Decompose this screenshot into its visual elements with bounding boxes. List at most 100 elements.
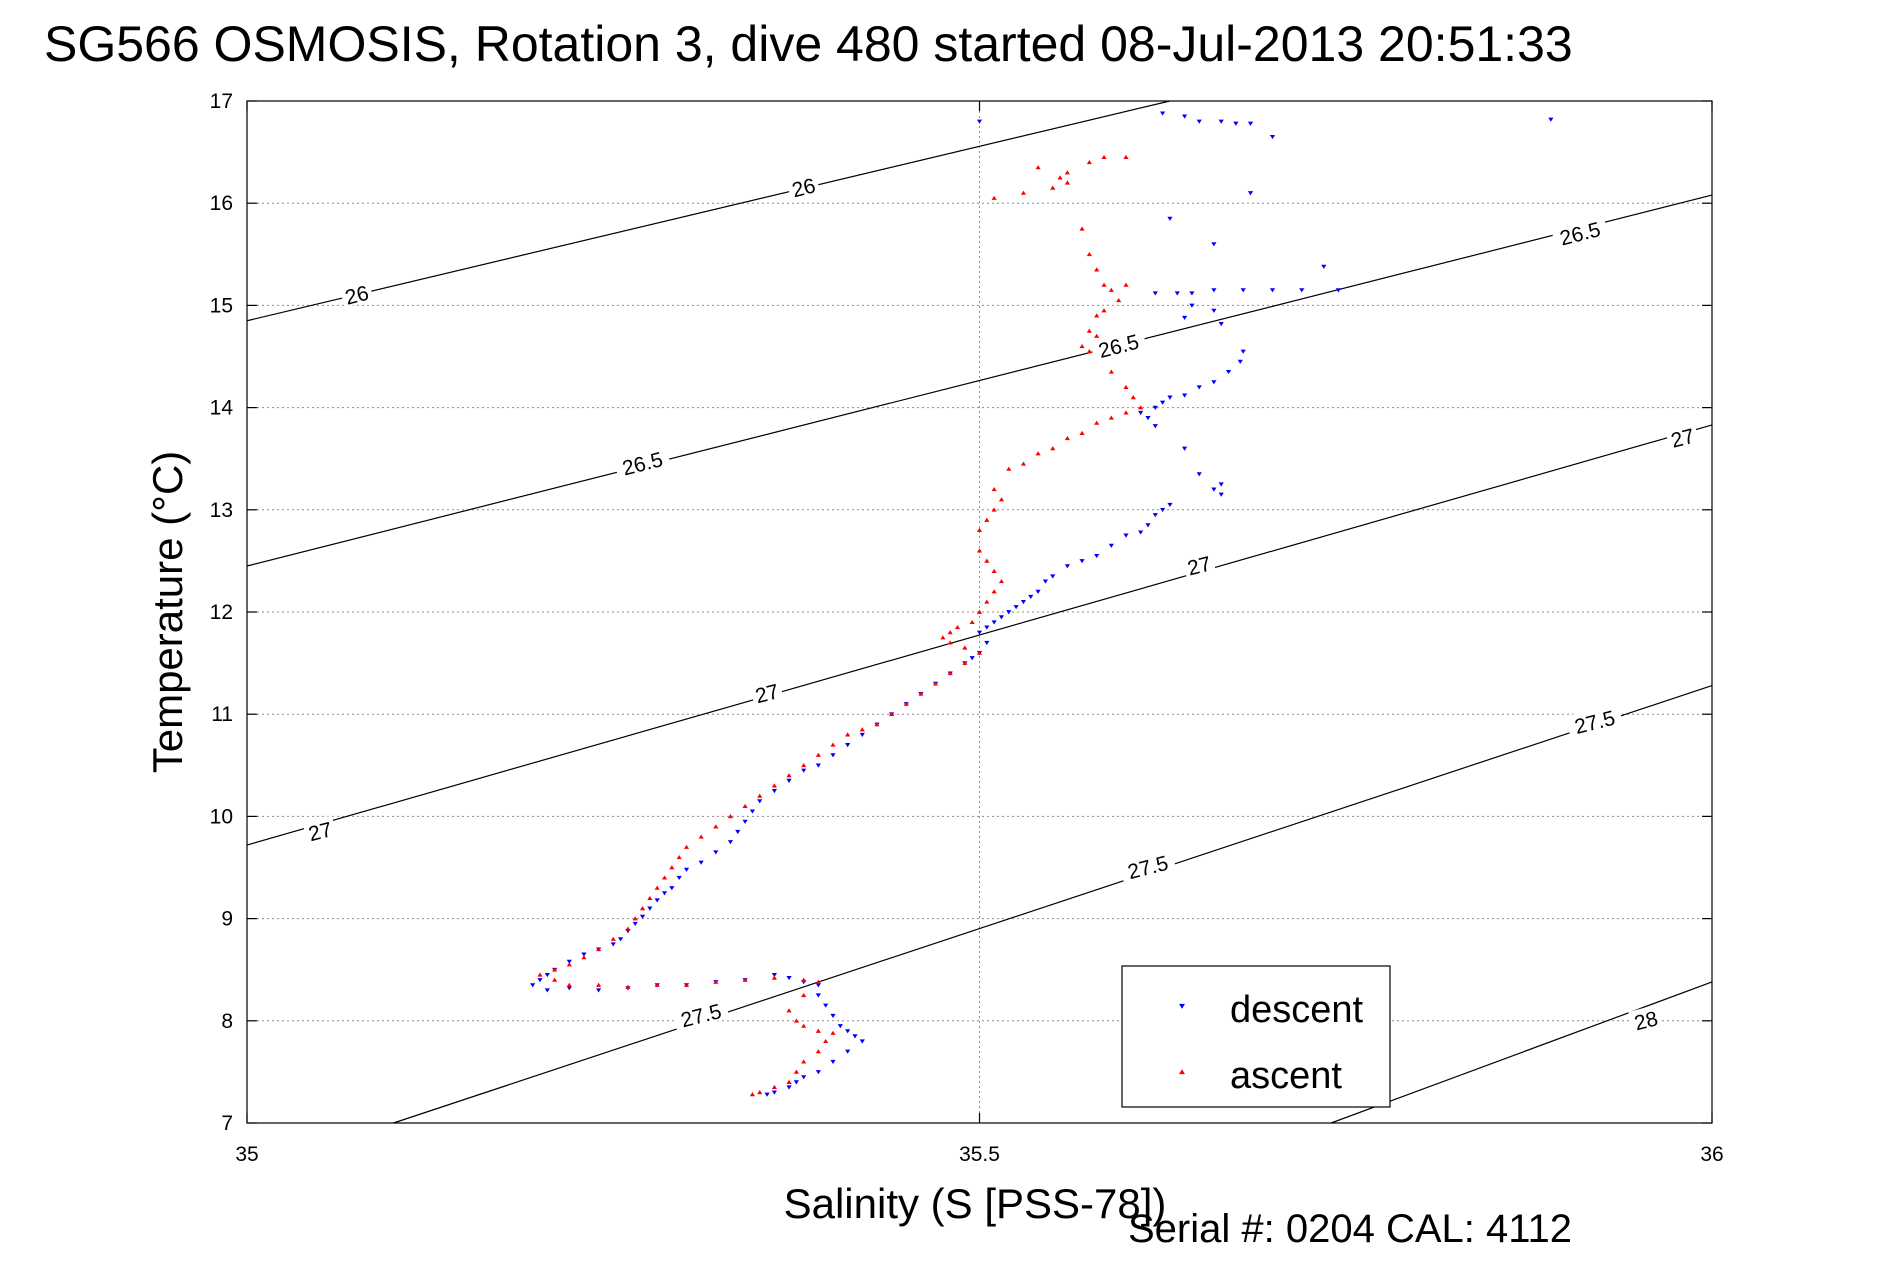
ascent-point: [976, 609, 983, 614]
contour-label: 27: [1181, 549, 1217, 581]
ascent-point: [874, 722, 880, 727]
ascent-point: [1064, 435, 1070, 441]
descent-point: [1240, 288, 1246, 293]
descent-point: [786, 778, 792, 783]
contour-label: 26.5: [1550, 214, 1609, 251]
descent-point: [984, 640, 990, 645]
descent-point: [544, 988, 550, 993]
descent-point: [713, 850, 719, 855]
descent-point: [1321, 264, 1327, 269]
svg-text:27: 27: [753, 680, 781, 708]
svg-text:26.5: 26.5: [1096, 331, 1141, 363]
descent-point: [1189, 291, 1195, 296]
ascent-point: [823, 1038, 829, 1044]
ascent-point: [771, 975, 777, 980]
ascent-point: [793, 1069, 799, 1074]
ascent-point: [566, 982, 572, 987]
descent-point: [566, 959, 572, 964]
svg-text:27: 27: [1185, 552, 1213, 580]
descent-point: [815, 763, 821, 768]
descent-point: [1167, 502, 1173, 508]
density-contour-26.5: [246, 194, 1713, 567]
svg-text:28: 28: [1632, 1007, 1660, 1035]
ascent-point: [801, 762, 807, 768]
ascent-point: [1050, 446, 1056, 451]
ascent-point: [940, 635, 946, 640]
contour-label: 27.5: [1565, 703, 1624, 739]
descent-point: [1182, 315, 1188, 321]
descent-point: [1237, 359, 1243, 364]
y-tick-label: 16: [210, 192, 233, 215]
ascent-point: [771, 1084, 777, 1090]
y-tick-label: 9: [221, 908, 233, 931]
y-tick-label: 12: [210, 601, 233, 624]
density-contours: 26 26 26.5 26.5 26.5 27 27 27 27 27.5 27.5 27.5 28: [246, 100, 1713, 1124]
ascent-point: [698, 834, 704, 839]
descent-point: [1160, 400, 1166, 405]
descent-point: [669, 886, 675, 891]
svg-text:27: 27: [306, 818, 334, 846]
ascent-point: [932, 681, 939, 686]
ascent-point: [954, 624, 961, 630]
ascent-point: [742, 977, 748, 982]
descent-point: [647, 906, 653, 911]
ascent-point: [1094, 420, 1100, 425]
ascent-point: [1116, 297, 1122, 303]
x-axis-title: Salinity (S [PSS-78]): [784, 1180, 1167, 1227]
ascent-point: [962, 660, 968, 665]
descent-point: [1247, 191, 1254, 196]
ascent-point: [845, 732, 851, 737]
descent-point: [1079, 559, 1085, 564]
contour-label: 26: [785, 171, 821, 202]
ascent-point: [815, 1049, 821, 1054]
contour-label: 26: [339, 278, 374, 310]
ascent-point: [991, 507, 997, 512]
descent-point: [617, 937, 624, 942]
ascent-point: [1079, 343, 1085, 349]
ascent-point: [727, 814, 734, 819]
ascent-point: [991, 487, 997, 492]
descent-point: [1218, 321, 1224, 327]
ascent-point: [1108, 415, 1114, 420]
descent-point: [1211, 288, 1217, 293]
ascent-point: [1020, 461, 1027, 466]
descent-point: [1152, 405, 1158, 410]
descent-point: [837, 1024, 843, 1029]
descent-point: [537, 978, 543, 983]
svg-text:26: 26: [790, 174, 818, 202]
grid-layer: [247, 101, 1712, 1123]
ascent-point: [1123, 410, 1129, 415]
ascent-point: [1086, 251, 1092, 257]
axis-ticks: 7 8 9 10 11 12 13 14 15 16 17 35 35.5 36: [210, 90, 1724, 1166]
ascent-point: [661, 875, 668, 880]
ascent-point: [815, 752, 821, 757]
ascent-point: [947, 640, 953, 645]
descent-point: [859, 732, 865, 737]
ascent-legend-label: ascent: [1230, 1055, 1342, 1097]
descent-point: [1094, 553, 1100, 559]
descent-point: [1160, 111, 1166, 116]
contour-label: 27: [749, 677, 784, 708]
contour-label: 27.5: [671, 996, 730, 1032]
x-tick-label: 35: [235, 1143, 258, 1166]
ascent-point: [581, 955, 587, 960]
descent-point: [544, 972, 550, 978]
y-tick-label: 17: [210, 90, 233, 113]
descent-point: [632, 921, 638, 927]
y-tick-label: 8: [221, 1010, 233, 1033]
ascent-point: [918, 691, 924, 696]
descent-point: [530, 983, 536, 988]
contour-label: 27.5: [1118, 848, 1177, 884]
density-contour-26: [246, 100, 1171, 322]
ascent-point: [1123, 154, 1129, 160]
descent-point: [566, 986, 572, 991]
descent-point: [610, 942, 616, 947]
ascent-point: [647, 895, 653, 900]
descent-point: [749, 809, 756, 814]
svg-text:26: 26: [343, 282, 371, 310]
ascent-point: [976, 527, 983, 533]
ascent-point: [552, 977, 558, 982]
descent-point: [852, 1034, 858, 1039]
contour-label: 27: [1664, 421, 1700, 453]
x-tick-label: 35.5: [959, 1143, 1000, 1166]
